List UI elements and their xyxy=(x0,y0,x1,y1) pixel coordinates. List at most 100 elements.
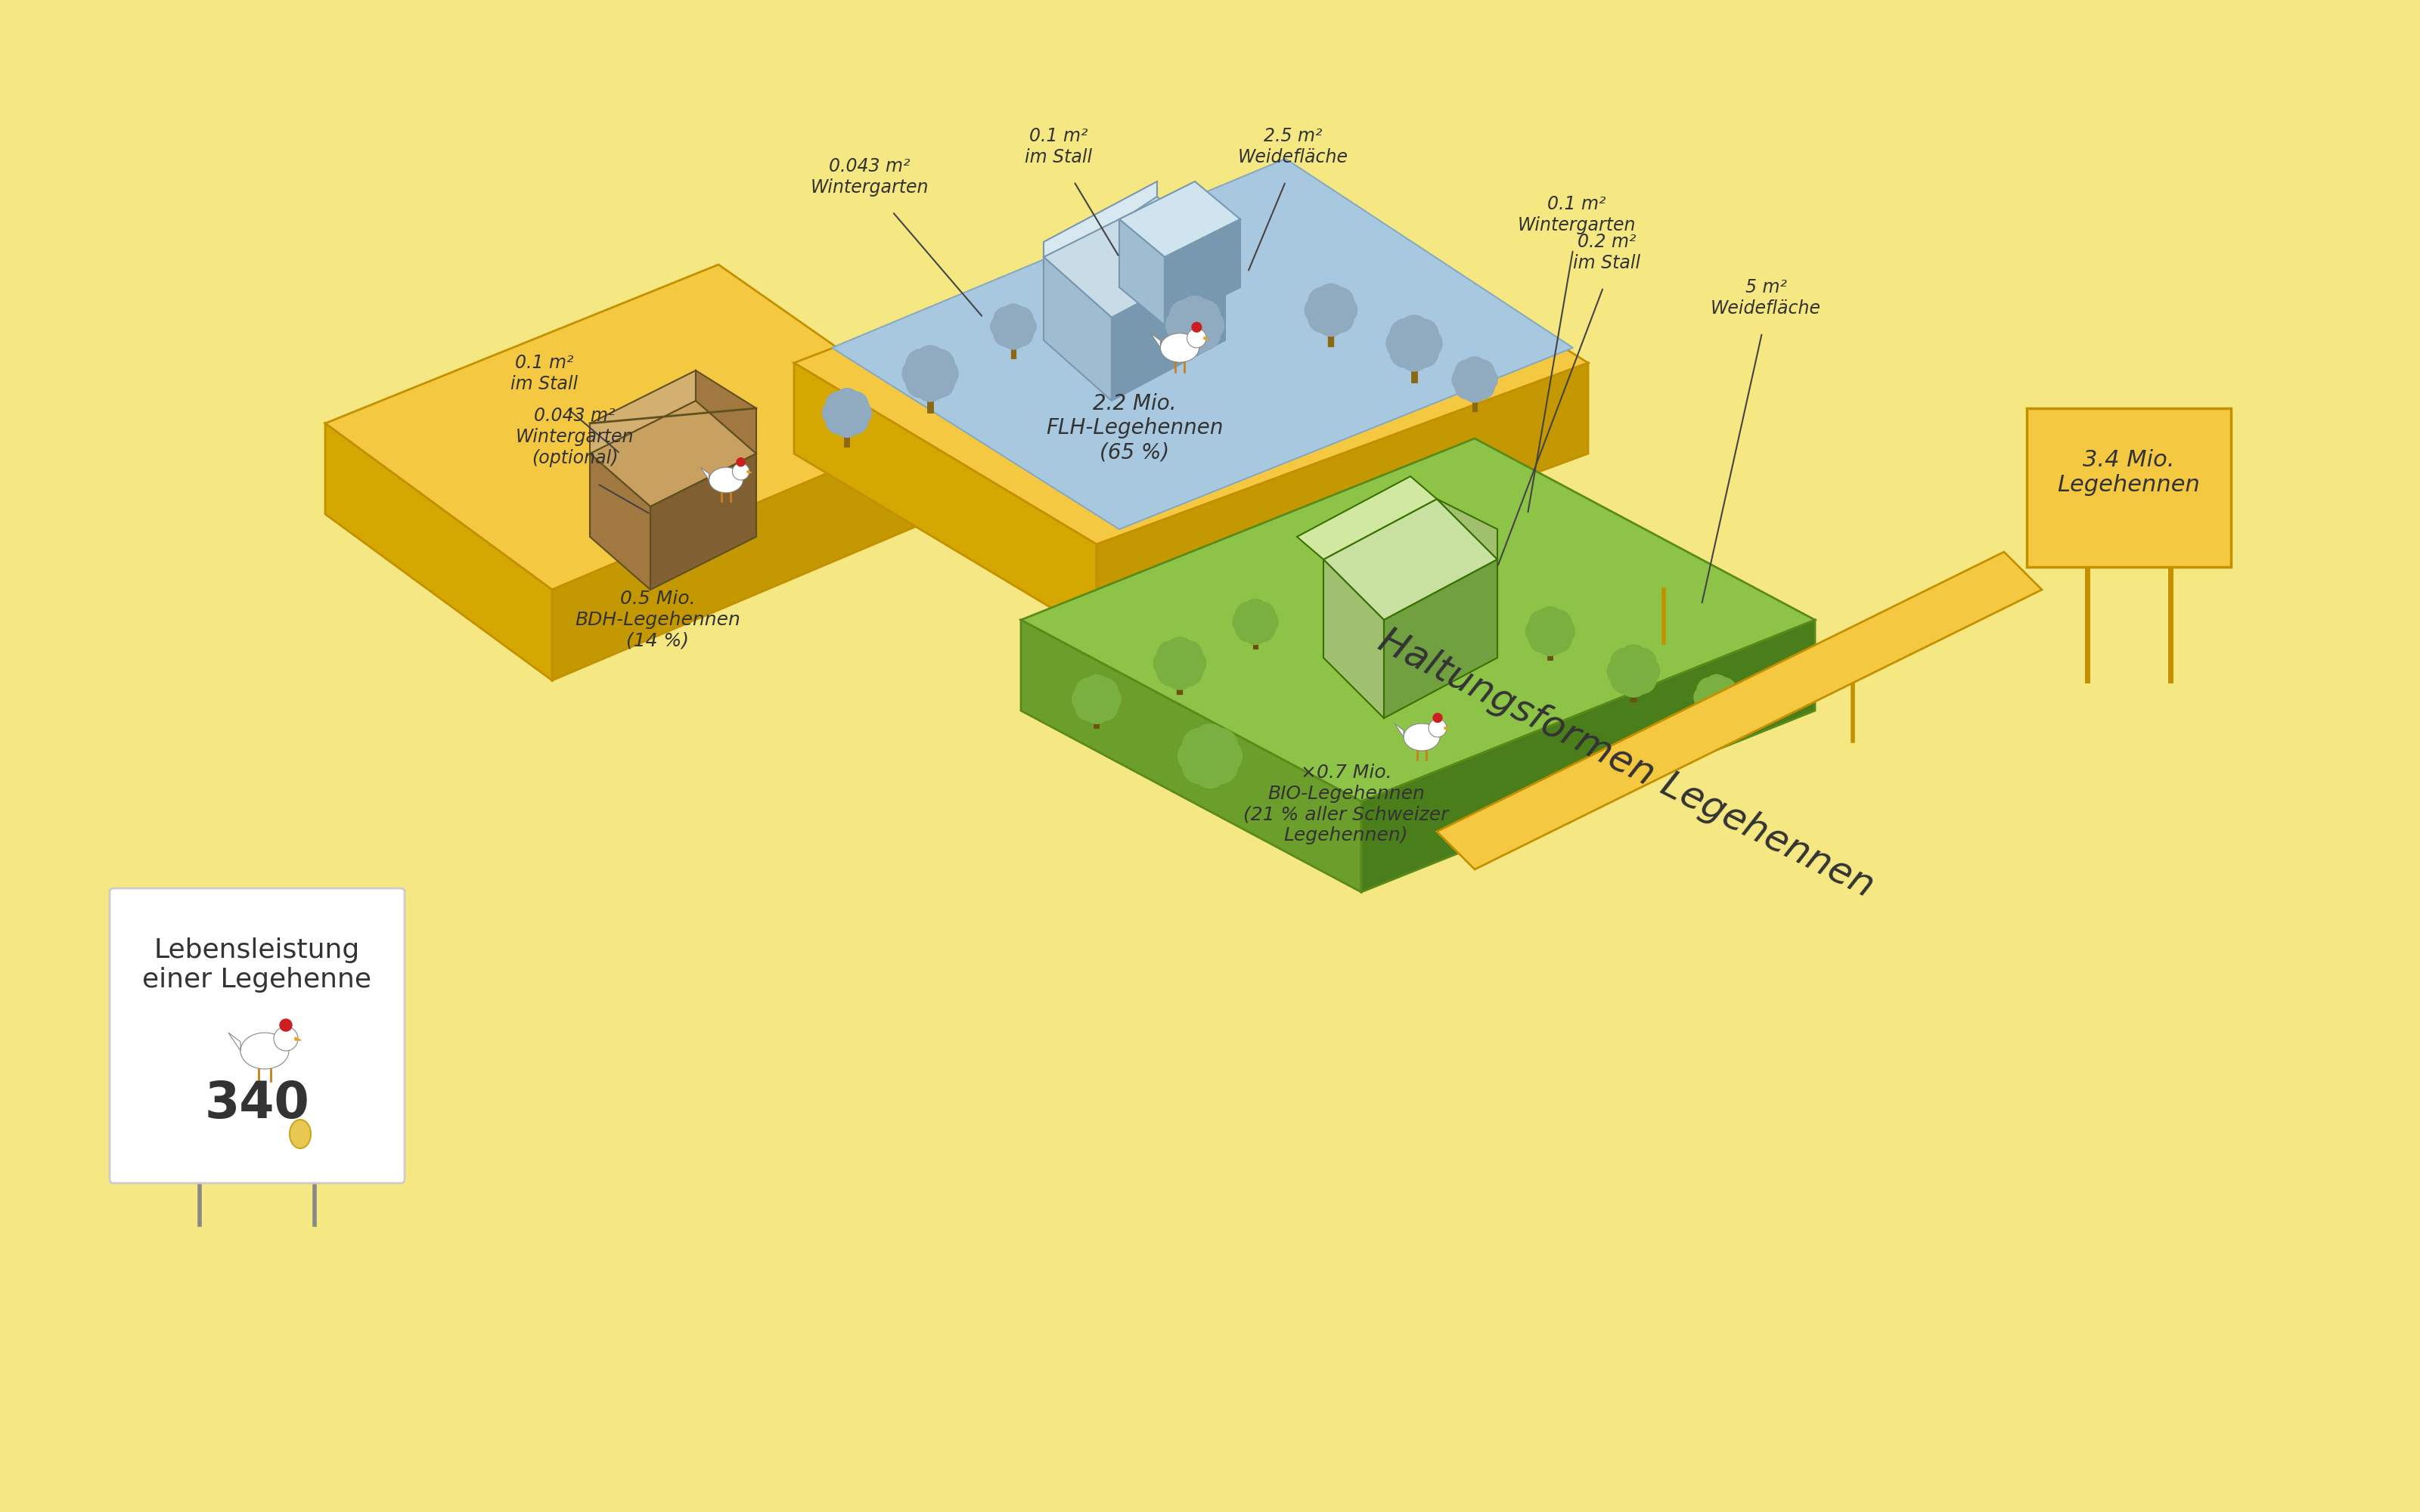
Circle shape xyxy=(1399,316,1430,346)
Circle shape xyxy=(1179,738,1212,774)
Polygon shape xyxy=(1043,181,1157,257)
Circle shape xyxy=(1174,304,1215,346)
Polygon shape xyxy=(832,159,1573,529)
Polygon shape xyxy=(1118,181,1239,257)
Polygon shape xyxy=(1096,363,1588,635)
Polygon shape xyxy=(1324,559,1384,718)
Circle shape xyxy=(1529,609,1556,637)
Circle shape xyxy=(1084,674,1111,702)
Text: 0.1 m²
Wintergarten: 0.1 m² Wintergarten xyxy=(1517,195,1636,234)
Circle shape xyxy=(1389,319,1421,349)
Circle shape xyxy=(1614,652,1653,689)
Polygon shape xyxy=(702,467,709,481)
Text: Haltungsformen Legehennen: Haltungsformen Legehennen xyxy=(1372,623,1880,904)
Polygon shape xyxy=(1043,257,1111,401)
Circle shape xyxy=(1183,729,1217,764)
Polygon shape xyxy=(1043,197,1225,318)
Circle shape xyxy=(1188,319,1220,351)
Circle shape xyxy=(1312,292,1350,328)
Text: Lebensleistung
einer Legehenne: Lebensleistung einer Legehenne xyxy=(143,937,373,993)
Circle shape xyxy=(1002,325,1026,349)
Polygon shape xyxy=(794,174,1588,544)
Circle shape xyxy=(842,407,869,434)
Polygon shape xyxy=(295,1037,300,1040)
Circle shape xyxy=(905,367,937,398)
Circle shape xyxy=(1619,644,1648,673)
Circle shape xyxy=(1619,668,1648,697)
Text: 0.043 m²
Wintergarten
(optional): 0.043 m² Wintergarten (optional) xyxy=(515,407,634,467)
Circle shape xyxy=(924,367,953,398)
Circle shape xyxy=(1701,682,1733,714)
Circle shape xyxy=(1179,649,1205,677)
Circle shape xyxy=(1162,644,1198,682)
Polygon shape xyxy=(590,454,651,590)
Circle shape xyxy=(1387,328,1416,358)
Circle shape xyxy=(1166,637,1193,665)
Circle shape xyxy=(1203,748,1237,783)
Circle shape xyxy=(1251,602,1275,627)
Circle shape xyxy=(1462,378,1486,402)
Circle shape xyxy=(905,349,937,380)
Polygon shape xyxy=(552,423,946,680)
Circle shape xyxy=(1704,674,1728,700)
Circle shape xyxy=(903,358,932,389)
Polygon shape xyxy=(748,470,750,473)
Circle shape xyxy=(1251,617,1275,641)
Circle shape xyxy=(1537,629,1563,656)
Circle shape xyxy=(1326,304,1353,333)
Circle shape xyxy=(1166,661,1193,689)
Circle shape xyxy=(1166,310,1198,342)
Circle shape xyxy=(1254,609,1278,634)
Polygon shape xyxy=(1324,499,1498,620)
Circle shape xyxy=(825,407,852,434)
Circle shape xyxy=(1094,686,1120,712)
Circle shape xyxy=(1169,299,1200,331)
Circle shape xyxy=(1629,649,1655,677)
Circle shape xyxy=(823,399,849,426)
Circle shape xyxy=(1072,686,1099,712)
Ellipse shape xyxy=(709,467,743,493)
Polygon shape xyxy=(1021,438,1815,801)
Circle shape xyxy=(1532,614,1568,649)
Circle shape xyxy=(1316,307,1346,336)
Circle shape xyxy=(1232,609,1258,634)
Polygon shape xyxy=(1437,552,2042,869)
Ellipse shape xyxy=(240,1033,288,1069)
Circle shape xyxy=(1309,304,1336,333)
Circle shape xyxy=(1462,357,1486,381)
Polygon shape xyxy=(1445,727,1450,729)
Circle shape xyxy=(1329,296,1358,324)
Text: 3.4 Mio.
Legehennen: 3.4 Mio. Legehennen xyxy=(2057,449,2200,496)
Text: 340: 340 xyxy=(206,1080,310,1128)
Circle shape xyxy=(1704,696,1728,720)
Circle shape xyxy=(1408,337,1437,367)
Circle shape xyxy=(1237,602,1261,627)
FancyBboxPatch shape xyxy=(2028,408,2231,567)
Circle shape xyxy=(842,392,869,419)
Circle shape xyxy=(927,358,958,389)
Circle shape xyxy=(1411,328,1442,358)
Circle shape xyxy=(1694,685,1718,709)
Circle shape xyxy=(1154,649,1181,677)
Circle shape xyxy=(736,458,745,466)
Polygon shape xyxy=(1111,257,1225,401)
Circle shape xyxy=(825,392,852,419)
Circle shape xyxy=(915,346,946,376)
Circle shape xyxy=(733,463,750,481)
Circle shape xyxy=(1454,375,1479,399)
Circle shape xyxy=(1074,694,1101,721)
Circle shape xyxy=(915,370,946,401)
Circle shape xyxy=(1193,310,1225,342)
Circle shape xyxy=(1304,296,1333,324)
Circle shape xyxy=(1002,304,1026,328)
Circle shape xyxy=(1527,618,1554,644)
Circle shape xyxy=(1399,340,1430,370)
Circle shape xyxy=(1179,296,1210,328)
Circle shape xyxy=(1711,677,1738,703)
Text: 5 m²
Weidefläche: 5 m² Weidefläche xyxy=(1711,278,1822,318)
Polygon shape xyxy=(1205,337,1210,339)
Polygon shape xyxy=(1394,724,1404,738)
Circle shape xyxy=(1179,322,1210,354)
Polygon shape xyxy=(1164,219,1239,325)
Circle shape xyxy=(1394,324,1435,363)
